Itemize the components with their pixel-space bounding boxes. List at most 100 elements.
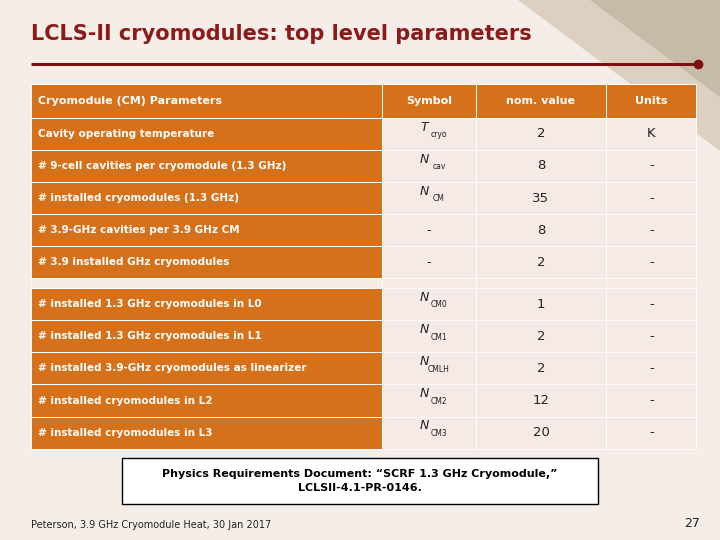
Text: # installed 3.9-GHz cryomodules as linearizer: # installed 3.9-GHz cryomodules as linea…	[38, 363, 307, 374]
FancyBboxPatch shape	[476, 118, 606, 150]
FancyBboxPatch shape	[382, 384, 476, 417]
FancyBboxPatch shape	[606, 214, 696, 246]
FancyBboxPatch shape	[382, 417, 476, 449]
Text: -: -	[649, 426, 654, 439]
FancyBboxPatch shape	[382, 84, 476, 118]
Text: 27: 27	[684, 517, 700, 530]
Text: 2: 2	[536, 362, 545, 375]
FancyBboxPatch shape	[476, 150, 606, 182]
Text: -: -	[649, 394, 654, 407]
Text: Symbol: Symbol	[406, 96, 452, 106]
Text: N: N	[420, 420, 429, 433]
Text: -: -	[649, 224, 654, 237]
Text: Physics Requirements Document: “SCRF 1.3 GHz Cryomodule,”
LCLSII-4.1-PR-0146.: Physics Requirements Document: “SCRF 1.3…	[162, 469, 558, 494]
Text: Units: Units	[635, 96, 667, 106]
Text: cav: cav	[432, 162, 446, 171]
FancyBboxPatch shape	[382, 246, 476, 279]
FancyBboxPatch shape	[31, 352, 382, 384]
FancyBboxPatch shape	[31, 384, 382, 417]
Text: -: -	[649, 298, 654, 310]
FancyBboxPatch shape	[476, 352, 606, 384]
FancyBboxPatch shape	[31, 246, 382, 279]
Text: -: -	[427, 256, 431, 269]
Text: cryo: cryo	[431, 130, 447, 139]
FancyBboxPatch shape	[382, 182, 476, 214]
Text: 8: 8	[537, 224, 545, 237]
FancyBboxPatch shape	[31, 84, 382, 118]
Text: 20: 20	[533, 426, 549, 439]
Text: -: -	[649, 192, 654, 205]
Text: # 3.9-GHz cavities per 3.9 GHz CM: # 3.9-GHz cavities per 3.9 GHz CM	[38, 225, 240, 235]
Text: -: -	[649, 256, 654, 269]
Text: # installed cryomodules in L2: # installed cryomodules in L2	[38, 395, 212, 406]
FancyBboxPatch shape	[476, 417, 606, 449]
Text: 2: 2	[536, 127, 545, 140]
Polygon shape	[518, 0, 720, 151]
FancyBboxPatch shape	[606, 417, 696, 449]
Text: -: -	[649, 362, 654, 375]
FancyBboxPatch shape	[382, 214, 476, 246]
Text: nom. value: nom. value	[506, 96, 575, 106]
Text: -: -	[649, 330, 654, 343]
Text: # installed 1.3 GHz cryomodules in L1: # installed 1.3 GHz cryomodules in L1	[38, 331, 262, 341]
FancyBboxPatch shape	[606, 150, 696, 182]
Text: CMLH: CMLH	[428, 364, 450, 374]
FancyBboxPatch shape	[31, 150, 382, 182]
FancyBboxPatch shape	[476, 288, 606, 320]
Text: N: N	[420, 355, 429, 368]
FancyBboxPatch shape	[606, 384, 696, 417]
Text: Cryomodule (CM) Parameters: Cryomodule (CM) Parameters	[38, 96, 222, 106]
Text: # 3.9 installed GHz cryomodules: # 3.9 installed GHz cryomodules	[38, 257, 230, 267]
FancyBboxPatch shape	[476, 384, 606, 417]
Text: CM1: CM1	[431, 333, 447, 341]
Text: 2: 2	[536, 330, 545, 343]
FancyBboxPatch shape	[382, 150, 476, 182]
Text: 2: 2	[536, 256, 545, 269]
FancyBboxPatch shape	[31, 320, 382, 352]
Text: T: T	[420, 120, 428, 133]
FancyBboxPatch shape	[606, 320, 696, 352]
FancyBboxPatch shape	[476, 246, 606, 279]
FancyBboxPatch shape	[606, 352, 696, 384]
Text: CM3: CM3	[431, 429, 447, 438]
Text: N: N	[420, 185, 429, 198]
Text: N: N	[420, 323, 429, 336]
Text: -: -	[649, 159, 654, 172]
FancyBboxPatch shape	[606, 246, 696, 279]
Text: CM0: CM0	[431, 300, 447, 309]
Text: # installed cryomodules (1.3 GHz): # installed cryomodules (1.3 GHz)	[38, 193, 239, 203]
FancyBboxPatch shape	[31, 214, 382, 246]
Text: CM2: CM2	[431, 397, 447, 406]
FancyBboxPatch shape	[476, 320, 606, 352]
FancyBboxPatch shape	[606, 182, 696, 214]
FancyBboxPatch shape	[606, 279, 696, 288]
Text: N: N	[420, 291, 429, 304]
FancyBboxPatch shape	[122, 458, 598, 504]
FancyBboxPatch shape	[606, 84, 696, 118]
FancyBboxPatch shape	[31, 417, 382, 449]
Text: Cavity operating temperature: Cavity operating temperature	[38, 129, 215, 139]
Text: Peterson, 3.9 GHz Cryomodule Heat, 30 Jan 2017: Peterson, 3.9 GHz Cryomodule Heat, 30 Ja…	[31, 520, 271, 530]
Text: 8: 8	[537, 159, 545, 172]
Text: 12: 12	[533, 394, 549, 407]
FancyBboxPatch shape	[31, 118, 382, 150]
Polygon shape	[590, 0, 720, 97]
FancyBboxPatch shape	[476, 279, 606, 288]
FancyBboxPatch shape	[382, 288, 476, 320]
FancyBboxPatch shape	[606, 118, 696, 150]
Text: K: K	[647, 127, 656, 140]
FancyBboxPatch shape	[382, 320, 476, 352]
FancyBboxPatch shape	[382, 279, 476, 288]
Text: CM: CM	[433, 194, 445, 203]
Text: N: N	[420, 153, 429, 166]
Text: -: -	[427, 224, 431, 237]
Text: LCLS-II cryomodules: top level parameters: LCLS-II cryomodules: top level parameter…	[31, 24, 531, 44]
Text: 35: 35	[533, 192, 549, 205]
FancyBboxPatch shape	[476, 214, 606, 246]
FancyBboxPatch shape	[476, 182, 606, 214]
FancyBboxPatch shape	[476, 84, 606, 118]
FancyBboxPatch shape	[382, 118, 476, 150]
Text: N: N	[420, 387, 429, 400]
Text: 1: 1	[536, 298, 545, 310]
FancyBboxPatch shape	[31, 279, 382, 288]
